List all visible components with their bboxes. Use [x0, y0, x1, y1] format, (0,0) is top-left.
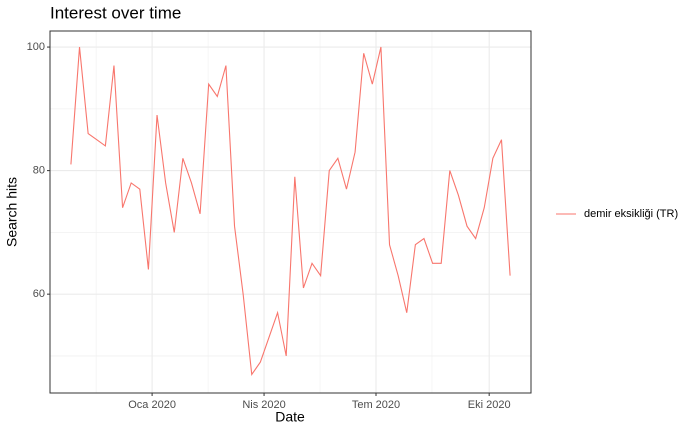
y-tick-label: 100	[27, 41, 45, 53]
x-axis-label: Date	[275, 409, 305, 425]
y-tick-label: 80	[33, 165, 45, 177]
y-tick-label: 60	[33, 288, 45, 300]
y-axis-label: Search hits	[4, 177, 20, 247]
panel	[50, 31, 531, 393]
x-tick-label: Tem 2020	[352, 399, 400, 411]
x-tick-label: Oca 2020	[128, 399, 176, 411]
chart-title: Interest over time	[50, 3, 181, 22]
x-tick-label: Nis 2020	[242, 399, 285, 411]
legend-label: demir eksikliği (TR)	[584, 208, 678, 220]
data-line	[70, 46, 511, 376]
panel-border	[49, 30, 532, 394]
x-tick-label: Eki 2020	[468, 399, 511, 411]
